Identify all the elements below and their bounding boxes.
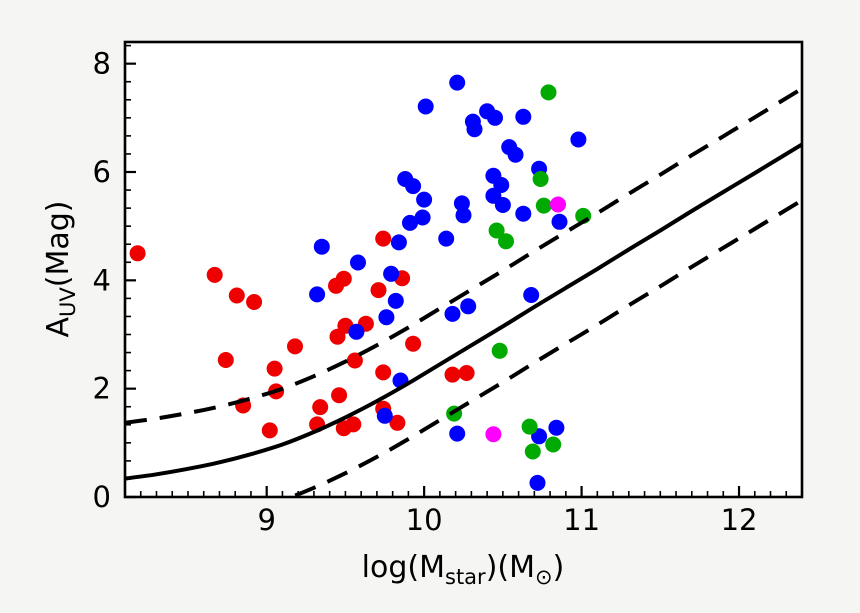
red-sample-point bbox=[266, 360, 283, 377]
tick-labels-layer: 9 10 11 12 0 2 4 6 8 bbox=[93, 47, 758, 537]
blue-sample-point bbox=[515, 205, 532, 222]
x-tick-label: 9 bbox=[257, 503, 275, 537]
blue-sample-point bbox=[438, 230, 455, 247]
blue-sample-point bbox=[350, 254, 366, 271]
y-tick-label: 2 bbox=[93, 372, 111, 406]
red-sample-point bbox=[329, 328, 346, 345]
red-sample-point bbox=[312, 399, 329, 416]
magenta-sample-point bbox=[550, 196, 566, 213]
green-sample-point bbox=[535, 197, 552, 214]
red-sample-point bbox=[370, 282, 387, 299]
red-sample-point bbox=[328, 277, 344, 294]
red-sample-point bbox=[246, 294, 263, 310]
blue-sample-point bbox=[570, 131, 587, 148]
blue-sample-point bbox=[515, 108, 532, 125]
red-sample-point bbox=[261, 422, 278, 439]
blue-sample-point bbox=[523, 287, 540, 303]
blue-sample-point bbox=[309, 286, 326, 303]
red-sample-point bbox=[458, 365, 475, 381]
green-sample-point bbox=[540, 84, 557, 101]
blue-sample-point bbox=[405, 178, 422, 195]
blue-sample-point bbox=[453, 195, 470, 212]
blue-sample-point bbox=[455, 207, 472, 224]
green-sample-point bbox=[491, 342, 508, 359]
blue-sample-point bbox=[378, 309, 395, 326]
green-sample-point bbox=[521, 418, 538, 435]
y-tick-label: 8 bbox=[93, 47, 111, 81]
x-tick-label: 11 bbox=[563, 503, 600, 537]
blue-sample-point bbox=[460, 298, 477, 315]
axes-spines bbox=[123, 40, 804, 499]
blue-sample-point bbox=[402, 214, 418, 231]
relation-curves-layer bbox=[125, 86, 802, 497]
blue-sample-point bbox=[387, 292, 404, 309]
plot-area bbox=[125, 42, 802, 497]
red-sample-point bbox=[129, 245, 146, 262]
x-tick-label: 10 bbox=[406, 503, 443, 537]
red-sample-point bbox=[287, 338, 303, 355]
blue-sample-point bbox=[348, 323, 365, 340]
green-sample-point bbox=[532, 171, 549, 187]
red-sample-point bbox=[405, 335, 422, 352]
green-sample-point bbox=[524, 443, 541, 460]
red-sample-point bbox=[375, 230, 392, 247]
blue-sample-point bbox=[487, 109, 503, 126]
x-axis-label: log(Mstar)(M⊙) bbox=[362, 550, 565, 589]
relation-upper-dashed bbox=[125, 86, 802, 425]
blue-sample-point bbox=[416, 191, 433, 208]
blue-sample-point bbox=[414, 209, 431, 226]
y-axis-label: AUV(Mag) bbox=[41, 201, 80, 338]
scatter-points-layer bbox=[129, 74, 592, 491]
red-sample-point bbox=[331, 387, 348, 404]
red-sample-point bbox=[389, 414, 406, 431]
magenta-sample-point bbox=[485, 426, 502, 443]
y-tick-label: 0 bbox=[93, 480, 111, 514]
y-tick-label: 4 bbox=[93, 263, 111, 297]
blue-sample-point bbox=[390, 234, 407, 251]
red-sample-point bbox=[206, 266, 223, 283]
x-tick-label: 12 bbox=[721, 503, 758, 537]
red-sample-point bbox=[346, 352, 363, 369]
red-sample-point bbox=[444, 366, 461, 383]
relation-mean bbox=[125, 142, 802, 481]
blue-sample-point bbox=[507, 146, 524, 163]
blue-sample-point bbox=[417, 98, 434, 115]
blue-sample-point bbox=[551, 213, 568, 230]
blue-sample-point bbox=[376, 407, 393, 424]
green-sample-point bbox=[488, 222, 505, 239]
blue-sample-point bbox=[383, 265, 400, 282]
red-sample-point bbox=[228, 287, 245, 304]
blue-sample-point bbox=[449, 425, 466, 442]
red-sample-point bbox=[217, 352, 234, 368]
blue-sample-point bbox=[466, 121, 483, 138]
green-sample-point bbox=[498, 233, 514, 250]
y-tick-label: 6 bbox=[93, 155, 111, 189]
blue-sample-point bbox=[529, 474, 546, 491]
green-sample-point bbox=[545, 436, 562, 453]
blue-sample-point bbox=[449, 74, 466, 91]
relation-lower-dashed bbox=[285, 198, 802, 497]
blue-sample-point bbox=[548, 419, 565, 436]
blue-sample-point bbox=[444, 305, 461, 322]
blue-sample-point bbox=[313, 238, 330, 255]
red-sample-point bbox=[345, 416, 362, 433]
blue-sample-point bbox=[494, 197, 511, 213]
red-sample-point bbox=[375, 364, 392, 381]
